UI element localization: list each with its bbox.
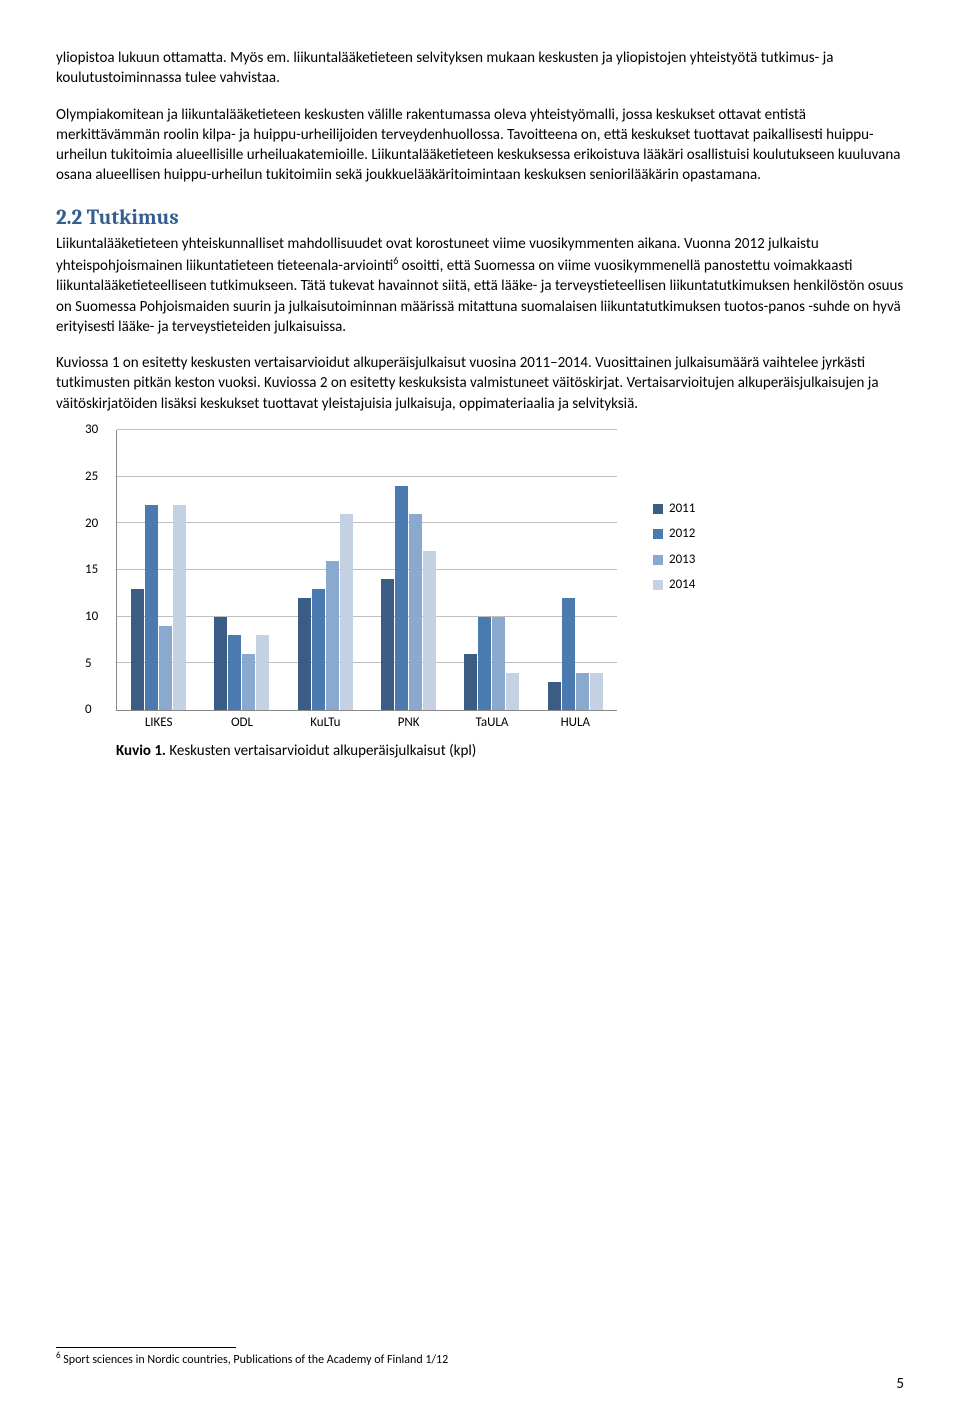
legend-item: 2013 xyxy=(653,551,695,569)
legend-label: 2014 xyxy=(669,576,695,594)
bar xyxy=(381,579,394,710)
y-axis-label: 0 xyxy=(85,701,92,719)
chart-legend: 2011 2012 2013 2014 xyxy=(653,500,695,602)
bar-group: KuLTu xyxy=(284,430,367,710)
bar xyxy=(326,561,339,710)
legend-swatch xyxy=(653,580,663,590)
legend-label: 2013 xyxy=(669,551,695,569)
paragraph: Kuviossa 1 on esitetty keskusten vertais… xyxy=(56,353,904,414)
bar xyxy=(395,486,408,710)
bar-group: PNK xyxy=(367,430,450,710)
y-axis-label: 20 xyxy=(85,514,98,532)
legend-label: 2012 xyxy=(669,525,695,543)
bar xyxy=(298,598,311,710)
footnote-separator xyxy=(56,1347,236,1348)
y-axis-label: 25 xyxy=(85,468,98,486)
bar xyxy=(506,673,519,710)
bar xyxy=(214,617,227,710)
page-number: 5 xyxy=(896,1374,904,1394)
bar-group: ODL xyxy=(200,430,283,710)
bar-group: TaULA xyxy=(450,430,533,710)
chart-caption: Kuvio 1. Keskusten vertaisarvioidut alku… xyxy=(116,741,904,761)
bar xyxy=(590,673,603,710)
bar xyxy=(464,654,477,710)
y-axis-label: 15 xyxy=(85,561,98,579)
x-axis-label: KuLTu xyxy=(284,714,367,732)
bar xyxy=(173,505,186,710)
bar xyxy=(242,654,255,710)
x-axis-label: HULA xyxy=(534,714,617,732)
section-heading: 2.2 Tutkimus xyxy=(56,204,904,232)
legend-item: 2012 xyxy=(653,525,695,543)
y-axis-label: 10 xyxy=(85,608,98,626)
bar xyxy=(145,505,158,710)
bar-chart: 051015202530LIKESODLKuLTuPNKTaULAHULA 20… xyxy=(116,430,904,761)
y-axis-label: 30 xyxy=(85,421,98,439)
legend-swatch xyxy=(653,529,663,539)
bar xyxy=(562,598,575,710)
legend-item: 2011 xyxy=(653,500,695,518)
x-axis-label: ODL xyxy=(200,714,283,732)
bar xyxy=(228,635,241,710)
bar-group: LIKES xyxy=(117,430,200,710)
paragraph: Olympiakomitean ja liikuntalääketieteen … xyxy=(56,105,904,186)
legend-swatch xyxy=(653,504,663,514)
bar xyxy=(409,514,422,710)
y-axis-label: 5 xyxy=(85,654,92,672)
bar-group: HULA xyxy=(534,430,617,710)
x-axis-label: TaULA xyxy=(450,714,533,732)
paragraph: Liikuntalääketieteen yhteiskunnalliset m… xyxy=(56,234,904,337)
footnote: 6 Sport sciences in Nordic countries, Pu… xyxy=(56,1350,904,1368)
bar xyxy=(131,589,144,710)
paragraph: yliopistoa lukuun ottamatta. Myös em. li… xyxy=(56,48,904,89)
x-axis-label: PNK xyxy=(367,714,450,732)
legend-swatch xyxy=(653,555,663,565)
legend-item: 2014 xyxy=(653,576,695,594)
bar xyxy=(159,626,172,710)
legend-label: 2011 xyxy=(669,500,695,518)
bar xyxy=(478,617,491,710)
bar xyxy=(576,673,589,710)
x-axis-label: LIKES xyxy=(117,714,200,732)
bar xyxy=(423,551,436,710)
bar xyxy=(492,617,505,710)
bar xyxy=(256,635,269,710)
bar xyxy=(312,589,325,710)
bar xyxy=(340,514,353,710)
bar xyxy=(548,682,561,710)
